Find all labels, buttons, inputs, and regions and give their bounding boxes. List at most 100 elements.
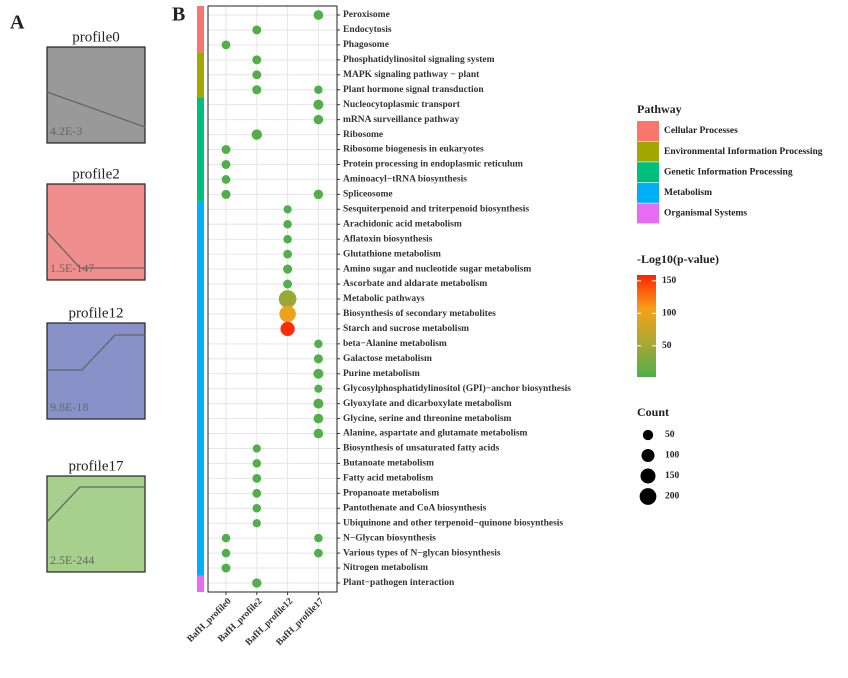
profile-title: profile12: [69, 305, 124, 321]
dot: [252, 444, 261, 453]
pathway-label: Glycosylphosphatidylinositol (GPI)−ancho…: [343, 383, 571, 394]
pathway-label: Biosynthesis of secondary metabolites: [343, 309, 496, 319]
profile-pvalue: 4.2E-3: [50, 124, 82, 138]
pathway-label: Ubiquinone and other terpenoid−quinone b…: [343, 518, 563, 528]
dot: [221, 160, 231, 169]
profile-box: [46, 322, 146, 420]
dot: [252, 459, 262, 468]
dot: [251, 129, 262, 140]
profile-line: [47, 334, 145, 371]
pathway-label: Alanine, aspartate and glutamate metabol…: [343, 429, 528, 439]
pathway-strip: [197, 6, 204, 53]
pathway-strip: [197, 201, 204, 576]
pathway-label: Nucleocytoplasmic transport: [343, 100, 461, 110]
pathway-label: MAPK signaling pathway − plant: [343, 70, 480, 80]
legend-label: Metabolism: [664, 188, 712, 198]
dot: [313, 354, 323, 364]
legend-title: Count: [637, 405, 669, 419]
dot: [252, 25, 262, 35]
profile-box: [46, 475, 146, 573]
profile-title: profile2: [72, 166, 119, 182]
profile-title: profile0: [72, 29, 119, 45]
dot: [314, 384, 323, 393]
legend-swatch: [637, 182, 659, 203]
dot: [221, 548, 231, 558]
legend-swatch: [637, 162, 659, 183]
dot: [313, 368, 324, 379]
pathway-label: Arachidonic acid metabolism: [343, 219, 462, 229]
dot: [283, 234, 292, 244]
pathway-label: beta−Alanine metabolism: [343, 339, 447, 349]
profile-pvalue: 1.5E-147: [50, 261, 94, 275]
colorbar-label: 100: [662, 309, 677, 319]
dot: [313, 428, 324, 439]
pathway-label: Biosynthesis of unsaturated fatty acids: [343, 444, 500, 454]
pathway-label: N−Glycan biosynthesis: [343, 533, 436, 543]
legend-swatch: [637, 203, 659, 224]
legend-title: Pathway: [637, 102, 682, 116]
pathway-label: Nitrogen metabolism: [343, 563, 428, 573]
profile-pvalue: 2.5E-244: [50, 553, 94, 567]
pathway-label: Fatty acid metabolism: [343, 474, 433, 484]
legend-label: Genetic Information Processing: [664, 167, 793, 177]
size-key: [642, 429, 654, 441]
dot: [278, 290, 297, 308]
dot: [283, 249, 292, 259]
dot: [283, 205, 292, 214]
pathway-label: Glutathione metabolism: [343, 249, 441, 259]
pathway-label: Plant−pathogen interaction: [343, 578, 455, 588]
pathway-label: Metabolic pathways: [343, 294, 425, 304]
dot: [221, 145, 231, 154]
profile-box: [46, 46, 146, 144]
size-key: [639, 488, 657, 505]
pathway-strip: [197, 97, 204, 202]
dot: [252, 55, 262, 65]
pathway-label: mRNA surveillance pathway: [343, 115, 459, 125]
pathway-label: Propanoate metabolism: [343, 489, 439, 499]
size-label: 50: [665, 430, 675, 440]
pathway-label: Peroxisome: [343, 10, 390, 20]
dot: [221, 563, 231, 573]
pathway-label: Starch and sucrose metabolism: [343, 324, 469, 334]
dot: [313, 189, 324, 200]
legend-label: Cellular Processes: [664, 126, 738, 136]
pathway-label: Amino sugar and nucleotide sugar metabol…: [343, 264, 531, 274]
colorbar-label: 50: [662, 341, 672, 351]
dot: [252, 70, 262, 80]
pathway-label: Phagosome: [343, 40, 389, 50]
dot: [280, 321, 295, 337]
dot: [283, 220, 292, 229]
size-key: [640, 468, 656, 484]
dot: [221, 175, 231, 184]
pathway-label: Protein processing in endoplasmic reticu…: [343, 160, 523, 170]
pathway-label: Spliceosome: [343, 190, 393, 200]
pathway-label: Phosphatidylinositol signaling system: [343, 55, 495, 65]
panel-label: A: [10, 12, 25, 34]
profile-line: [46, 486, 145, 523]
dot: [221, 189, 231, 199]
legend-label: Environmental Information Processing: [664, 147, 823, 157]
pathway-label: Ribosome biogenesis in eukaryotes: [343, 145, 484, 155]
legend-title: -Log10(p-value): [637, 252, 719, 266]
dot: [314, 85, 323, 94]
pathway-label: Purine metabolism: [343, 369, 420, 379]
profile-line: [46, 91, 146, 128]
profile-box: [46, 183, 146, 281]
dot: [252, 488, 262, 498]
pathway-label: Galactose metabolism: [343, 354, 432, 364]
dot: [283, 279, 293, 289]
profile-title: profile17: [69, 458, 124, 474]
dot: [283, 264, 293, 274]
pathway-strip: [197, 52, 204, 98]
dot: [252, 578, 262, 588]
dot: [314, 548, 323, 558]
legend-swatch: [637, 121, 659, 141]
pathway-strip: [197, 575, 204, 592]
dot: [252, 504, 262, 513]
dot: [313, 114, 324, 125]
dot: [252, 85, 262, 95]
pathway-label: Sesquiterpenoid and triterpenoid biosynt…: [343, 205, 529, 215]
pathway-label: Pantothenate and CoA biosynthesis: [343, 503, 487, 513]
panel-label: B: [172, 4, 185, 26]
